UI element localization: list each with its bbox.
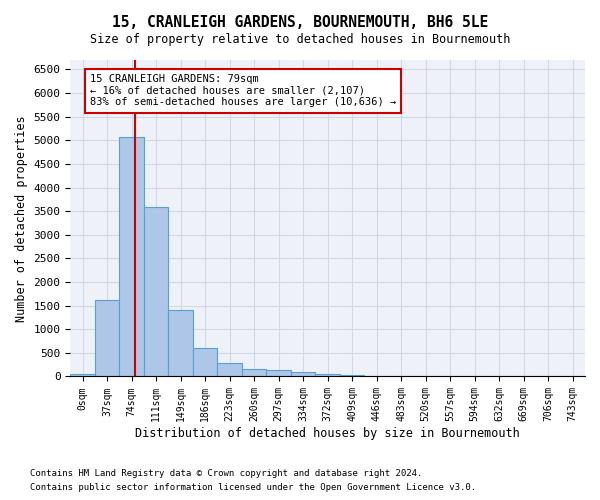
Bar <box>95 300 119 376</box>
Bar <box>242 370 266 376</box>
Bar <box>70 374 95 376</box>
Bar <box>340 375 364 376</box>
Bar <box>316 374 340 376</box>
Text: 15 CRANLEIGH GARDENS: 79sqm
← 16% of detached houses are smaller (2,107)
83% of : 15 CRANLEIGH GARDENS: 79sqm ← 16% of det… <box>90 74 396 108</box>
Bar <box>217 363 242 376</box>
Bar <box>169 310 193 376</box>
Text: 15, CRANLEIGH GARDENS, BOURNEMOUTH, BH6 5LE: 15, CRANLEIGH GARDENS, BOURNEMOUTH, BH6 … <box>112 15 488 30</box>
Y-axis label: Number of detached properties: Number of detached properties <box>15 115 28 322</box>
Text: Contains public sector information licensed under the Open Government Licence v3: Contains public sector information licen… <box>30 484 476 492</box>
Bar <box>291 372 316 376</box>
Text: Contains HM Land Registry data © Crown copyright and database right 2024.: Contains HM Land Registry data © Crown c… <box>30 468 422 477</box>
Bar <box>266 370 291 376</box>
Bar <box>144 208 169 376</box>
Text: Size of property relative to detached houses in Bournemouth: Size of property relative to detached ho… <box>90 32 510 46</box>
Bar <box>119 136 144 376</box>
Bar <box>193 348 217 376</box>
X-axis label: Distribution of detached houses by size in Bournemouth: Distribution of detached houses by size … <box>135 427 520 440</box>
